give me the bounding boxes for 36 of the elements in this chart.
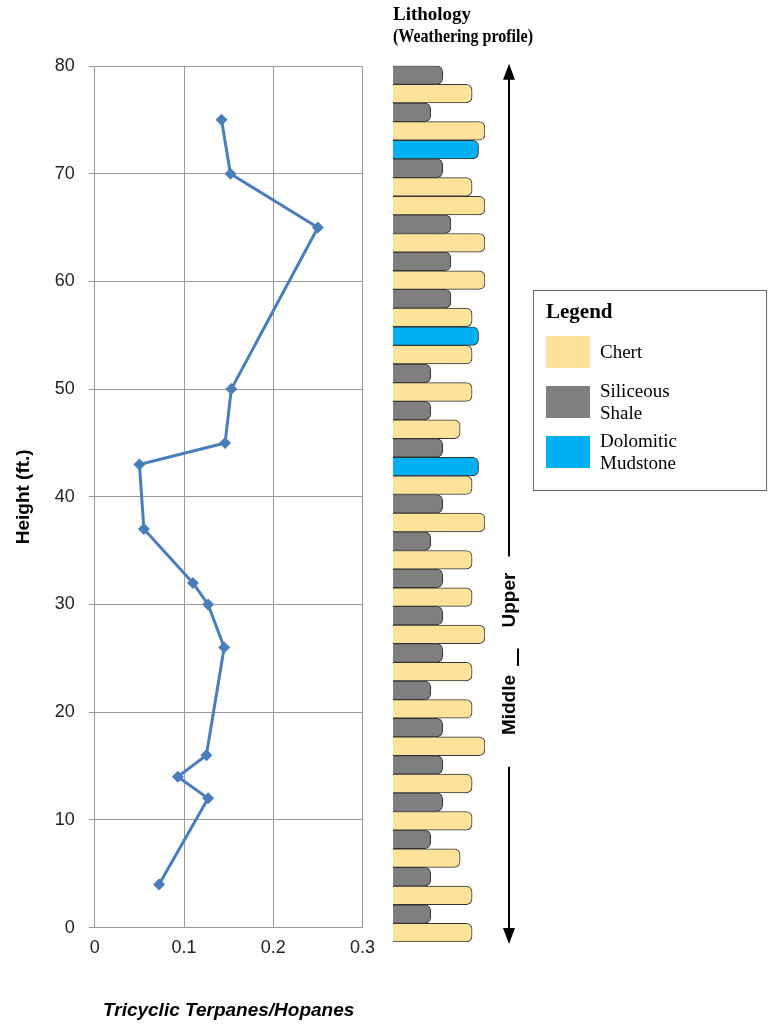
point xyxy=(153,878,166,891)
legend-label: Siliceous Shale xyxy=(600,380,671,424)
point xyxy=(171,770,184,783)
x-tick-label: 0 xyxy=(89,937,100,958)
point xyxy=(311,221,324,234)
y-tick-label: 0 xyxy=(64,916,75,937)
point xyxy=(202,792,215,805)
y-tick-label: 20 xyxy=(54,701,75,722)
x-tick-label: 0.2 xyxy=(260,937,286,958)
y-tick-label: 40 xyxy=(54,485,75,506)
point xyxy=(186,576,199,589)
x-tick-label: 0.3 xyxy=(349,937,375,958)
y-tick-label: 70 xyxy=(54,162,75,183)
point xyxy=(215,113,228,126)
y-tick-label: 10 xyxy=(54,808,75,829)
y-axis-title: Height (ft.) xyxy=(11,449,33,545)
point xyxy=(200,749,213,762)
point xyxy=(133,458,146,471)
point xyxy=(137,523,150,536)
legend-label: Dolomitic Mudstone xyxy=(600,430,679,474)
text: Middle xyxy=(497,674,520,738)
x-axis-title: Tricyclic Terpanes/Hopanes xyxy=(102,998,355,1020)
x-tick-label: 0.1 xyxy=(171,937,197,958)
point xyxy=(219,436,232,449)
y-tick-label: 50 xyxy=(54,378,75,399)
legend-label: Chert xyxy=(600,341,644,363)
chart-title: Lithology (Weathering profile) xyxy=(393,2,534,46)
legend-title: Legend xyxy=(546,299,614,324)
point xyxy=(218,641,231,654)
point xyxy=(224,167,237,180)
text: Upper xyxy=(497,571,520,630)
point xyxy=(202,598,215,611)
y-tick-label: 30 xyxy=(54,593,75,614)
y-tick-label: 60 xyxy=(54,270,75,291)
y-tick-label: 80 xyxy=(54,54,75,75)
point xyxy=(225,383,238,396)
